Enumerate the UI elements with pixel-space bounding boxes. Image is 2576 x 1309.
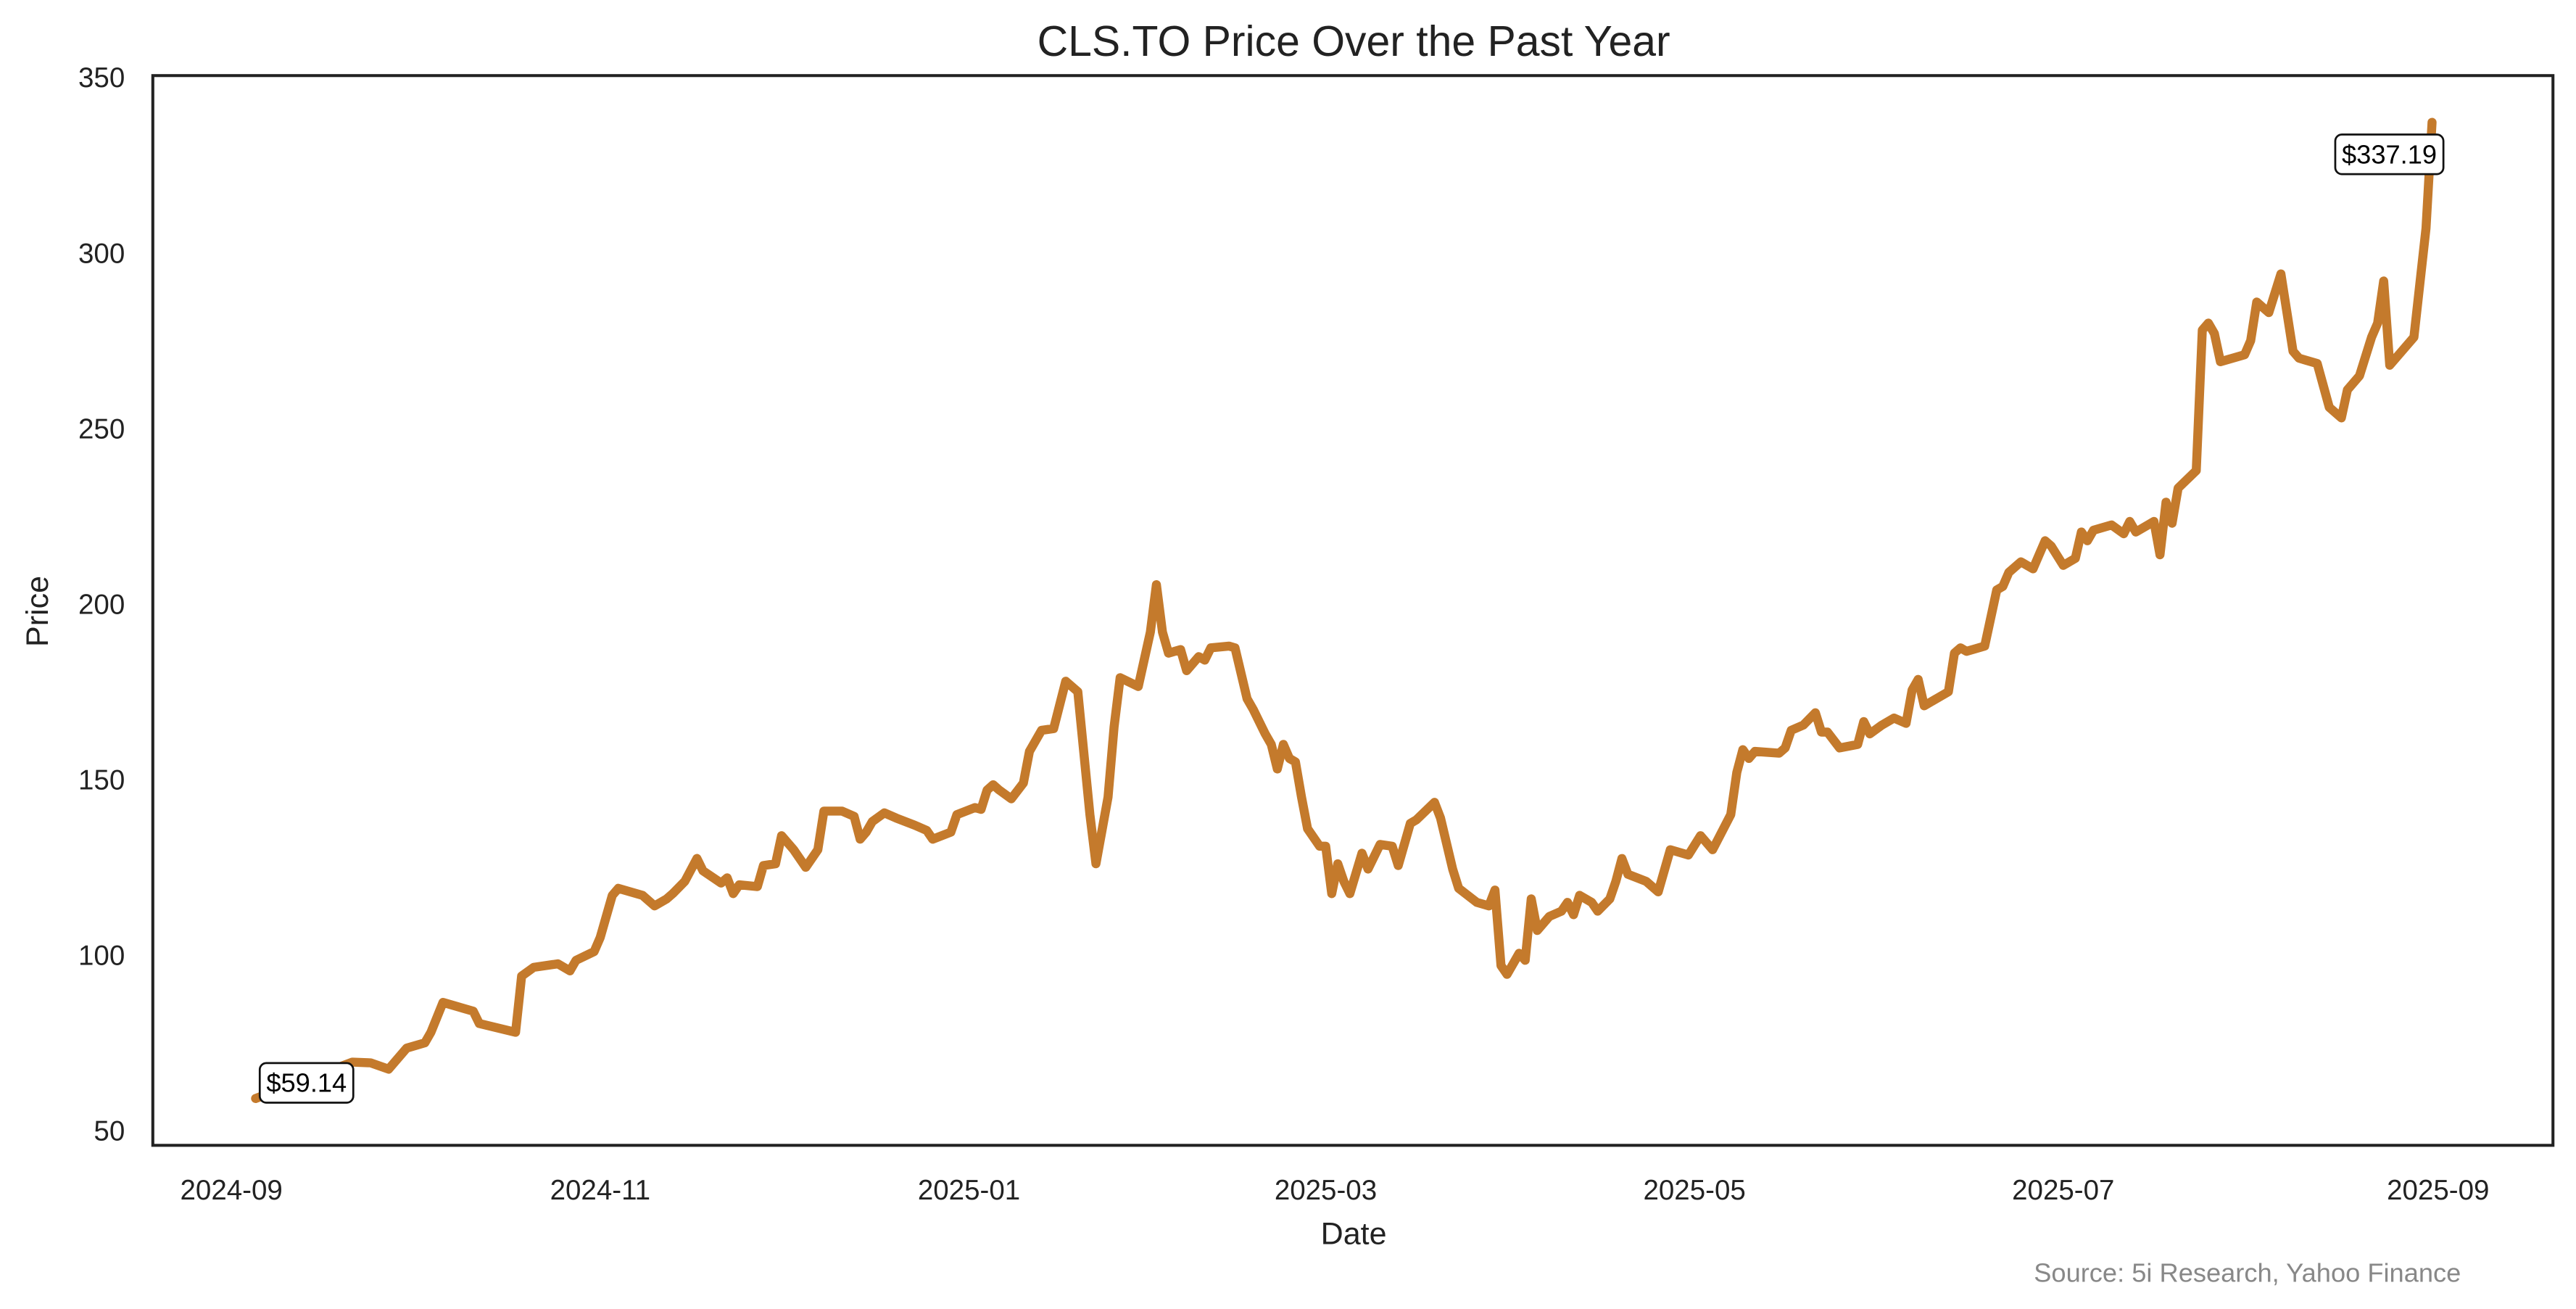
y-tick-label: 300 — [78, 238, 125, 269]
y-tick-label: 150 — [78, 764, 125, 796]
y-tick-label: 50 — [94, 1116, 125, 1147]
annotation: $337.19 — [2334, 133, 2445, 176]
y-tick-label: 350 — [78, 62, 125, 94]
x-axis-label: Date — [1321, 1216, 1387, 1251]
x-tick-label: 2025-07 — [2012, 1175, 2114, 1206]
annotation-label: $337.19 — [2342, 139, 2437, 169]
source-note: Source: 5i Research, Yahoo Finance — [2034, 1258, 2461, 1287]
x-tick-label: 2025-05 — [1643, 1175, 1745, 1206]
annotation-label: $59.14 — [266, 1068, 347, 1098]
annotation-box — [2334, 133, 2445, 176]
x-tick-label: 2024-11 — [550, 1175, 650, 1206]
annotation-box — [258, 1062, 355, 1104]
y-tick-label: 100 — [78, 941, 125, 972]
x-tick-label: 2024-09 — [181, 1175, 283, 1206]
x-tick-label: 2025-09 — [2387, 1175, 2489, 1206]
x-tick-label: 2025-01 — [918, 1175, 1020, 1206]
y-tick-label: 200 — [78, 589, 125, 620]
annotation: $59.14 — [258, 1062, 355, 1104]
y-axis-label: Price — [20, 576, 55, 647]
y-tick-label: 250 — [78, 413, 125, 445]
chart-title: CLS.TO Price Over the Past Year — [1038, 18, 1670, 65]
price-line — [251, 117, 2437, 1103]
plot-frame — [151, 74, 2555, 1147]
x-tick-label: 2025-03 — [1275, 1175, 1377, 1206]
